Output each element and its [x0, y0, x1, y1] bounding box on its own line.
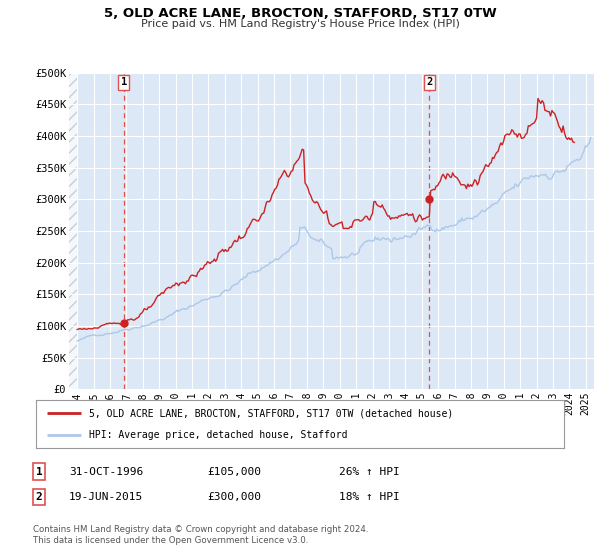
- Text: 2: 2: [35, 492, 43, 502]
- Text: 5, OLD ACRE LANE, BROCTON, STAFFORD, ST17 0TW (detached house): 5, OLD ACRE LANE, BROCTON, STAFFORD, ST1…: [89, 408, 453, 418]
- Text: 18% ↑ HPI: 18% ↑ HPI: [339, 492, 400, 502]
- Text: 5, OLD ACRE LANE, BROCTON, STAFFORD, ST17 0TW: 5, OLD ACRE LANE, BROCTON, STAFFORD, ST1…: [104, 7, 496, 20]
- Bar: [69, 73, 77, 389]
- Text: 19-JUN-2015: 19-JUN-2015: [69, 492, 143, 502]
- Text: 1: 1: [121, 77, 127, 87]
- Text: 2: 2: [426, 77, 433, 87]
- Text: Price paid vs. HM Land Registry's House Price Index (HPI): Price paid vs. HM Land Registry's House …: [140, 19, 460, 29]
- Text: 31-OCT-1996: 31-OCT-1996: [69, 466, 143, 477]
- Text: £105,000: £105,000: [207, 466, 261, 477]
- Text: 1: 1: [35, 466, 43, 477]
- Bar: [69, 73, 77, 389]
- Text: £300,000: £300,000: [207, 492, 261, 502]
- Text: HPI: Average price, detached house, Stafford: HPI: Average price, detached house, Staf…: [89, 430, 347, 440]
- Text: Contains HM Land Registry data © Crown copyright and database right 2024.
This d: Contains HM Land Registry data © Crown c…: [33, 525, 368, 545]
- Text: 26% ↑ HPI: 26% ↑ HPI: [339, 466, 400, 477]
